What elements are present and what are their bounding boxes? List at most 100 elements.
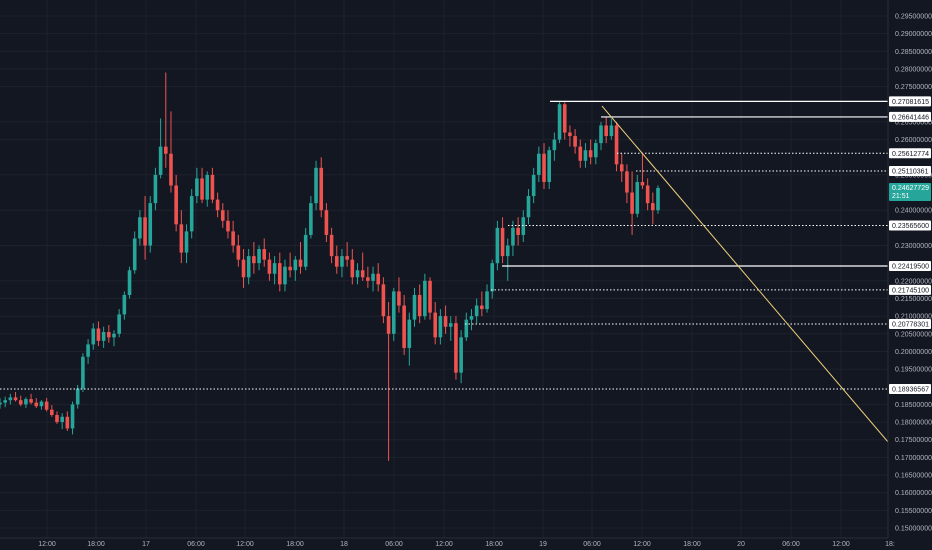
candle-body <box>184 231 189 253</box>
trend-line[interactable] <box>601 105 891 445</box>
level-tag-box <box>889 383 931 394</box>
candle-body <box>200 178 204 200</box>
price-tick-label: 0.15000000 <box>895 526 932 533</box>
candle-body <box>236 245 241 260</box>
price-tick-label: 0.23000000 <box>895 243 932 250</box>
candle-body <box>350 259 355 278</box>
candle-body <box>138 217 142 239</box>
price-tick-label: 0.22000000 <box>895 278 932 285</box>
candle-body <box>407 319 412 348</box>
price-tick-label: 0.27500000 <box>895 84 932 91</box>
time-tick-label: 12:00 <box>435 541 453 548</box>
candle-body <box>552 139 557 151</box>
candles <box>0 72 660 461</box>
price-tick-label: 0.26500000 <box>895 119 932 126</box>
level-tag-box <box>889 165 931 176</box>
candle-body <box>625 171 629 193</box>
candle-body <box>521 217 526 235</box>
time-tick-label: 18:00 <box>87 541 105 548</box>
candle-body <box>205 174 210 200</box>
candle-body <box>360 270 365 278</box>
candle-body <box>604 125 608 137</box>
candle-body <box>60 416 64 423</box>
candle-body <box>614 125 619 165</box>
candle-body <box>594 143 598 158</box>
candle-body <box>65 416 70 429</box>
candle-body <box>81 356 85 389</box>
candle-body <box>573 136 577 147</box>
candle-body <box>454 323 458 373</box>
candle-body <box>101 332 106 341</box>
candle-body <box>127 270 132 295</box>
level-tag-box <box>889 284 931 295</box>
candle-body <box>630 192 634 214</box>
time-tick-label: 06:00 <box>385 541 403 548</box>
candle-body <box>376 273 381 285</box>
candle-body <box>355 270 360 278</box>
price-tick-label: 0.17000000 <box>895 455 932 462</box>
candle-body <box>334 256 339 267</box>
price-tick-label: 0.28000000 <box>895 66 932 73</box>
candle-body <box>433 312 438 338</box>
candle-body <box>153 174 158 204</box>
candle-body <box>645 185 650 204</box>
candle-body <box>169 153 173 186</box>
candle-body <box>18 400 23 405</box>
candle-body <box>386 316 391 334</box>
candle-body <box>298 259 303 267</box>
candle-body <box>599 125 603 144</box>
candle-body <box>70 404 75 429</box>
candle-body <box>516 227 520 235</box>
candle-body <box>39 401 44 407</box>
level-tag-label: 0.18936567 <box>892 386 929 393</box>
time-tick-label: 12:00 <box>832 541 850 548</box>
candle-body <box>34 402 39 407</box>
candle-body <box>117 314 121 334</box>
candle-body <box>609 125 614 137</box>
candle-body <box>381 284 386 317</box>
level-lines[interactable] <box>0 100 888 390</box>
candle-body <box>246 256 251 278</box>
candle-body <box>490 263 495 292</box>
price-tick-label: 0.18500000 <box>895 402 932 409</box>
price-tick-label: 0.26000000 <box>895 137 932 144</box>
price-tick-label: 0.29000000 <box>895 31 932 38</box>
candle-body <box>526 196 531 218</box>
level-tag-label: 0.23565600 <box>892 223 929 230</box>
candle-body <box>651 203 655 211</box>
level-tag-label: 0.25612774 <box>892 151 929 158</box>
candle-body <box>179 224 184 253</box>
time-axis[interactable]: 12:00 18:00 17 06:00 12:00 18:00 18 06:00 12:00 1… <box>0 537 932 550</box>
time-axis-background <box>0 538 932 550</box>
candle-body <box>500 227 505 257</box>
candle-body <box>505 245 510 257</box>
candle-body <box>542 153 546 182</box>
candle-body <box>656 187 660 211</box>
time-ticks: 12:00 18:00 17 06:00 12:00 18:00 18 06:00 12:00 1… <box>38 541 895 548</box>
candle-body <box>547 150 551 182</box>
candle-body <box>91 328 96 345</box>
level-tag-label: 0.21745100 <box>892 287 929 294</box>
candle-body <box>568 132 572 137</box>
candle-body <box>257 249 261 264</box>
candle-body <box>293 259 298 271</box>
current-price-tag-box <box>889 183 931 202</box>
time-tick-label: 06:00 <box>782 541 800 548</box>
price-tick-label: 0.21500000 <box>895 296 932 303</box>
level-tag-label: 0.25110361 <box>892 168 929 175</box>
candle-body <box>448 323 453 327</box>
candle-body <box>132 238 137 271</box>
time-tick-label: 17 <box>142 541 150 548</box>
price-tick-label: 0.16500000 <box>895 473 932 480</box>
candle-body <box>391 291 396 334</box>
candle-body <box>583 150 588 161</box>
candle-body <box>158 146 163 175</box>
price-tick-label: 0.18000000 <box>895 420 932 427</box>
candle-body <box>8 397 13 401</box>
candle-body <box>210 174 215 200</box>
candle-body <box>459 337 463 373</box>
candle-body <box>231 231 235 246</box>
price-axis[interactable]: 0.29500000 0.29000000 0.28500000 0.28000000… <box>887 0 932 550</box>
